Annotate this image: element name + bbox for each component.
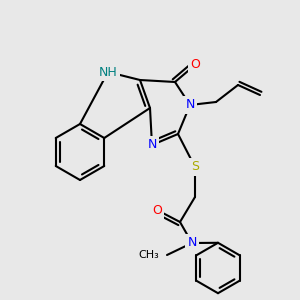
Text: NH: NH [99,65,117,79]
Text: N: N [147,139,157,152]
Text: N: N [187,236,197,250]
Text: CH₃: CH₃ [138,250,159,260]
Text: N: N [185,98,195,112]
Text: S: S [191,160,199,173]
Text: O: O [152,203,162,217]
Text: O: O [190,58,200,71]
